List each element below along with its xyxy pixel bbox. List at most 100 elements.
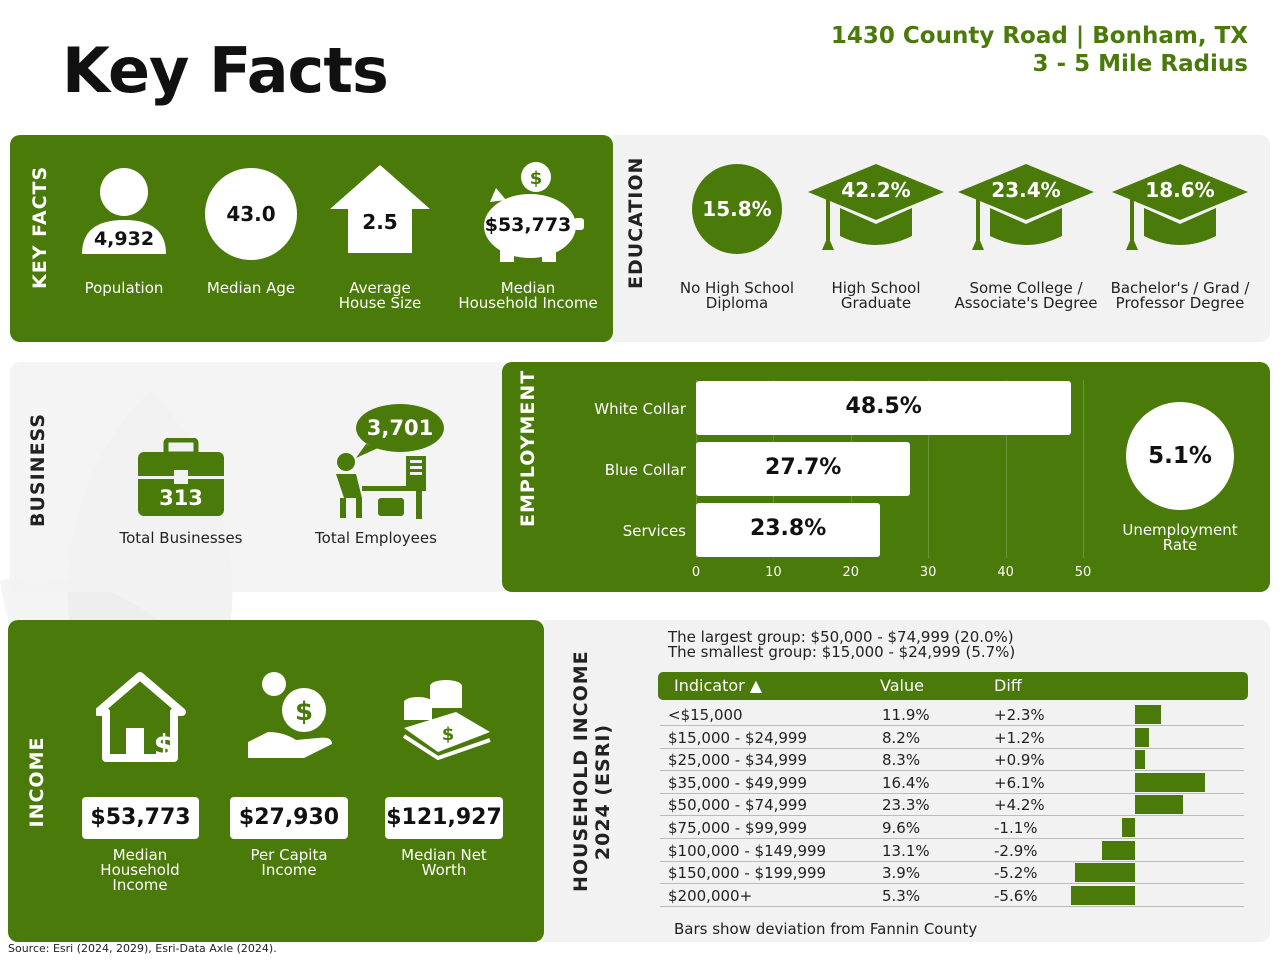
some-college-caption-2: Associate's Degree (954, 294, 1098, 312)
pci-caption-1: Per Capita (250, 846, 328, 864)
svg-text:$: $ (154, 729, 175, 762)
chart-gridline (1005, 380, 1007, 558)
house-dollar-icon: $ (96, 672, 186, 762)
deviation-bar (1135, 795, 1184, 815)
page-title: Key Facts (62, 34, 389, 107)
deviation-bar (1070, 885, 1135, 905)
row-value: 13.1% (882, 841, 930, 860)
graduation-cap-icon (958, 164, 1094, 250)
house-size-caption-1: Average (349, 279, 411, 297)
employment-bar: 48.5% (696, 381, 1072, 435)
deviation-bar (1135, 772, 1206, 792)
diff-column-header[interactable]: Diff (994, 676, 1022, 695)
hs-graduate-caption-2: Graduate (840, 294, 912, 312)
row-value: 5.3% (882, 886, 921, 905)
briefcase-icon (138, 438, 224, 516)
row-diff: +1.2% (994, 728, 1045, 747)
table-row: $200,000+ 5.3% -5.6% (660, 885, 1244, 907)
deviation-bar (1135, 727, 1149, 747)
employment-label: EMPLOYMENT (517, 369, 539, 527)
median-income-value: $53,773 (484, 214, 572, 236)
row-indicator: $50,000 - $74,999 (668, 796, 808, 815)
piggy-bank-icon: $ (484, 162, 584, 262)
table-row: <$15,000 11.9% +2.3% (660, 704, 1244, 726)
row-diff: -1.1% (994, 819, 1038, 837)
deviation-bar (1135, 750, 1146, 770)
hs-graduate-value: 42.2% (841, 178, 911, 202)
house-size-value: 2.5 (362, 210, 398, 234)
sort-up-icon: ▲ (749, 676, 763, 695)
median-net-worth-value: $121,927 (385, 797, 503, 839)
row-diff: -5.6% (994, 886, 1038, 905)
bachelors-value: 18.6% (1145, 178, 1215, 202)
median-age-circle (205, 168, 297, 260)
category-label: Blue Collar (604, 461, 686, 479)
total-businesses-value: 313 (159, 486, 203, 510)
table-row: $50,000 - $74,999 23.3% +4.2% (660, 794, 1244, 817)
median-household-income-value: $53,773 (82, 797, 199, 839)
row-indicator: $15,000 - $24,999 (668, 728, 808, 747)
row-indicator: $200,000+ (668, 886, 753, 905)
smallest-group-text: The smallest group: $15,000 - $24,999 (5… (668, 643, 1016, 661)
mhi-caption-3: Income (112, 876, 168, 894)
median-net-worth-caption: Median Net Worth (374, 848, 514, 878)
no-diploma-caption-1: No High School (679, 279, 795, 297)
bachelors-caption: Bachelor's / Grad / Professor Degree (1100, 281, 1260, 311)
median-household-income-caption: Median Household Income (70, 848, 210, 893)
source-note: Source: Esri (2024, 2029), Esri-Data Axl… (8, 942, 277, 955)
row-diff: -2.9% (994, 841, 1038, 860)
x-tick-label: 30 (919, 565, 937, 580)
household-income-label-2: 2024 (ESRI) (592, 723, 614, 861)
bachelors-caption-1: Bachelor's / Grad / (1110, 279, 1250, 297)
money-stack-icon: $ (402, 680, 491, 760)
no-diploma-circle (692, 164, 782, 254)
row-value: 8.3% (882, 751, 921, 770)
x-tick-label: 0 (691, 565, 701, 580)
row-indicator: $100,000 - $149,999 (668, 841, 827, 860)
x-tick-label: 20 (842, 565, 860, 580)
table-row: $25,000 - $34,999 8.3% +0.9% (660, 749, 1244, 772)
deviation-bar (1135, 705, 1162, 724)
address-block: 1430 County Road | Bonham, TX 3 - 5 Mile… (831, 22, 1248, 78)
hand-coins-icon: $ (248, 672, 332, 758)
income-label: INCOME (26, 736, 48, 828)
category-label: White Collar (594, 400, 686, 418)
no-diploma-caption: No High School Diploma (670, 281, 804, 311)
row-value: 3.9% (882, 864, 921, 883)
table-row: $15,000 - $24,999 8.2% +1.2% (660, 727, 1244, 749)
employment-bar: 23.8% (696, 503, 881, 557)
table-row: $100,000 - $149,999 13.1% -2.9% (660, 840, 1244, 862)
graduation-cap-icon (808, 164, 944, 250)
chart-gridline (1083, 380, 1084, 558)
business-label: BUSINESS (27, 412, 49, 527)
some-college-caption-1: Some College / (969, 279, 1083, 297)
row-diff: +0.9% (994, 751, 1045, 770)
row-value: 11.9% (882, 706, 930, 724)
x-tick-label: 50 (1074, 565, 1092, 580)
row-value: 9.6% (882, 819, 921, 837)
population-caption: Population (84, 279, 164, 297)
median-age-value: 43.0 (226, 202, 276, 226)
total-businesses-caption: Total Businesses (119, 529, 243, 547)
median-age-caption: Median Age (206, 279, 296, 297)
chart-gridline (928, 380, 930, 558)
median-income-caption: Median Household Income (450, 281, 606, 311)
graduation-cap-icon (1112, 164, 1248, 250)
value-column-header[interactable]: Value (880, 676, 924, 695)
row-indicator: $35,000 - $49,999 (668, 773, 808, 792)
median-income-caption-1: Median (500, 279, 556, 297)
row-value: 23.3% (882, 796, 930, 815)
hs-graduate-caption: High School Graduate (800, 281, 952, 311)
pci-caption-2: Income (261, 861, 317, 879)
employment-bar: 27.7% (696, 442, 911, 496)
house-size-caption: Average House Size (320, 281, 440, 311)
table-row: $35,000 - $49,999 16.4% +6.1% (660, 772, 1244, 794)
household-income-label-1: HOUSEHOLD INCOME (570, 650, 592, 892)
row-diff: +2.3% (994, 706, 1045, 724)
mnw-caption-1: Median Net (401, 846, 487, 864)
indicator-column-header[interactable]: Indicator ▲ (674, 676, 762, 695)
per-capita-income-caption: Per Capita Income (220, 848, 358, 878)
indicator-header-text: Indicator (674, 676, 745, 695)
some-college-caption: Some College / Associate's Degree (946, 281, 1106, 311)
row-diff: +4.2% (994, 796, 1045, 815)
